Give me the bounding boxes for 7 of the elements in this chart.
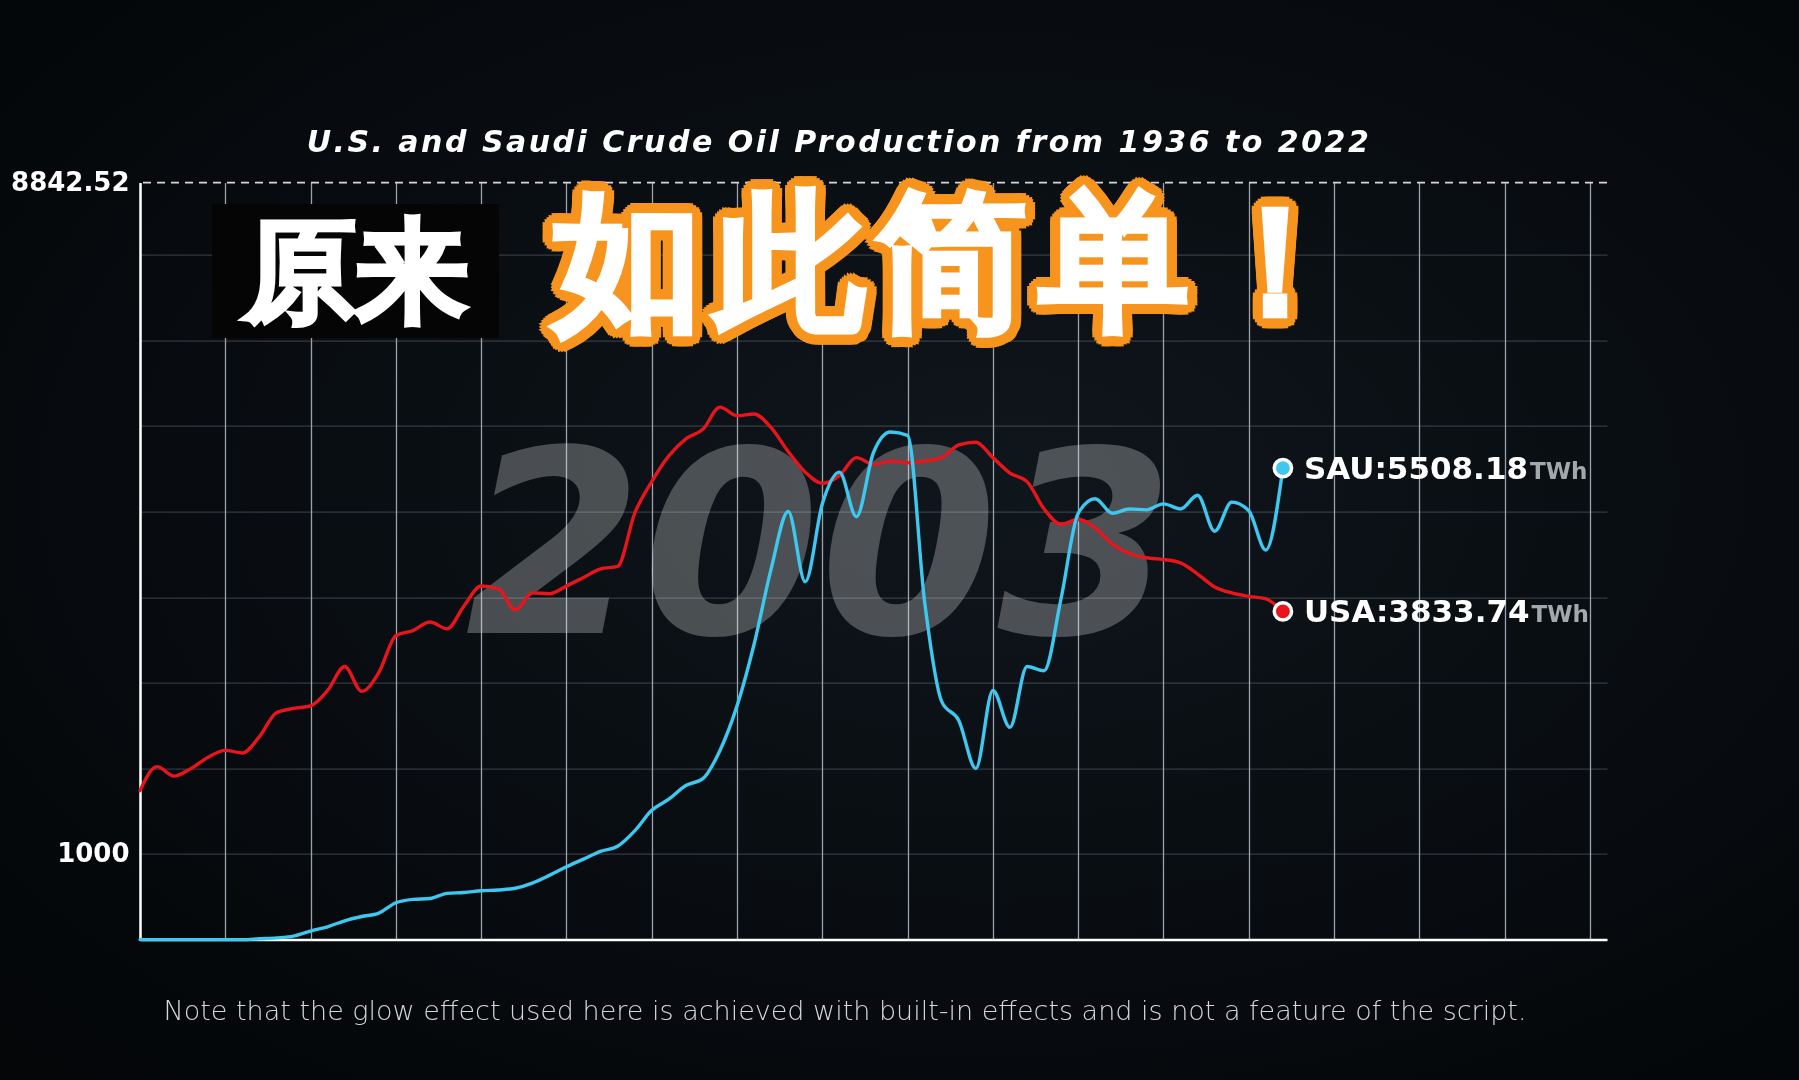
y-tick-label: 8842.52 <box>11 167 130 198</box>
annotation: 原来 <box>212 204 499 338</box>
y-tick-label: 1000 <box>57 838 130 869</box>
chart-title: U.S. and Saudi Crude Oil Production from 1936 to 2022 <box>306 123 1372 159</box>
text: TWh <box>1531 601 1589 628</box>
text: TWh <box>1530 458 1588 485</box>
text: Note that the glow effect used here is achieved with built-in effects and is not a feature of the script. <box>163 994 1527 1026</box>
